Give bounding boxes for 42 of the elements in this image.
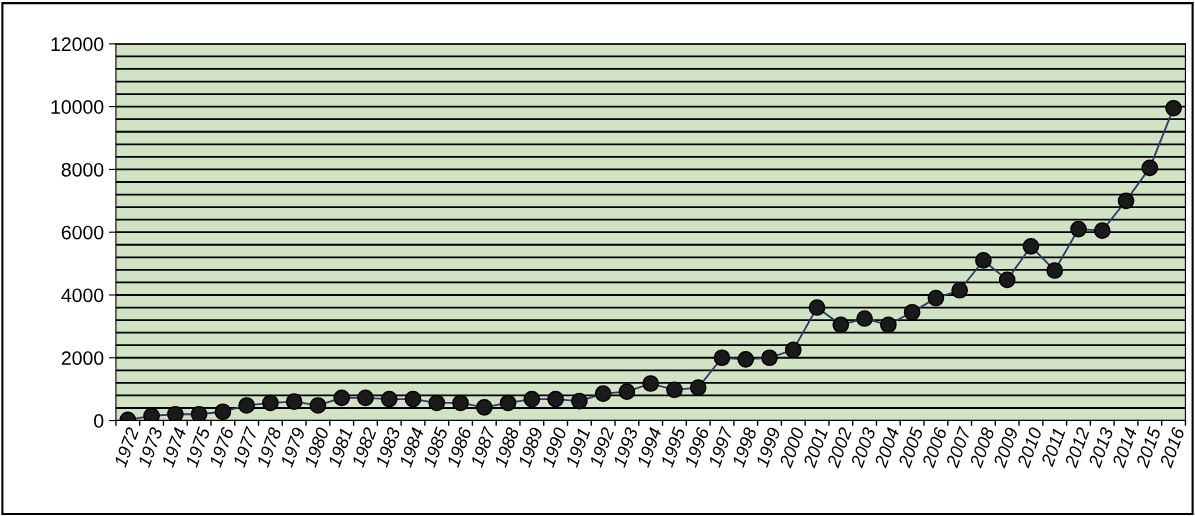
x-tick-label: 1987 [470, 425, 496, 468]
y-tick-label: 10000 [51, 100, 104, 114]
y-tick-label: 2000 [61, 351, 104, 365]
x-tick-label: 1974 [161, 426, 187, 468]
x-tick-label: 1984 [398, 426, 425, 468]
x-tick-label: 1997 [707, 425, 734, 468]
x-tick-label: 2016 [1159, 426, 1185, 469]
x-tick-label: 1982 [351, 426, 377, 468]
x-tick-label: 1978 [256, 426, 282, 468]
x-tick-label: 1979 [280, 426, 306, 468]
x-tick-label: 2008 [969, 426, 995, 469]
x-tick-label: 1976 [208, 426, 235, 468]
y-tick-label: 0 [94, 414, 104, 428]
x-tick-label: 1989 [517, 426, 544, 468]
x-tick-label: 1986 [446, 426, 472, 468]
x-tick-label: 2001 [802, 427, 828, 469]
x-tick-label: 1980 [303, 426, 330, 468]
x-tick-label: 2007 [945, 425, 972, 469]
x-tick-label: 1990 [541, 426, 567, 468]
x-tick-label: 1991 [565, 427, 591, 468]
x-tick-label: 1988 [493, 426, 520, 468]
x-tick-label: 2006 [921, 426, 948, 469]
x-tick-label: 1985 [422, 426, 449, 468]
x-tick-label: 1983 [375, 426, 401, 468]
x-tick-label: 2010 [1016, 426, 1043, 469]
y-tick-label: 12000 [51, 37, 104, 52]
x-tick-label: 2014 [1111, 426, 1138, 469]
x-tick-label: 1977 [232, 425, 259, 468]
y-tick-label: 8000 [61, 162, 104, 177]
y-tick-label: 6000 [61, 225, 104, 240]
x-tick-label: 2011 [1040, 427, 1066, 468]
x-tick-label: 1995 [660, 426, 686, 468]
x-tick-label: 2015 [1135, 426, 1162, 469]
x-tick-label: 1994 [636, 426, 662, 468]
x-tick-label: 1998 [731, 426, 758, 468]
x-tick-label: 1981 [327, 427, 353, 468]
x-tick-label: 1972 [113, 426, 140, 468]
x-tick-label: 2012 [1064, 426, 1090, 469]
x-tick-label: 2000 [778, 426, 805, 469]
x-tick-label: 1996 [684, 426, 710, 468]
y-tick-label: 4000 [61, 288, 104, 303]
x-tick-label: 1999 [755, 426, 781, 468]
